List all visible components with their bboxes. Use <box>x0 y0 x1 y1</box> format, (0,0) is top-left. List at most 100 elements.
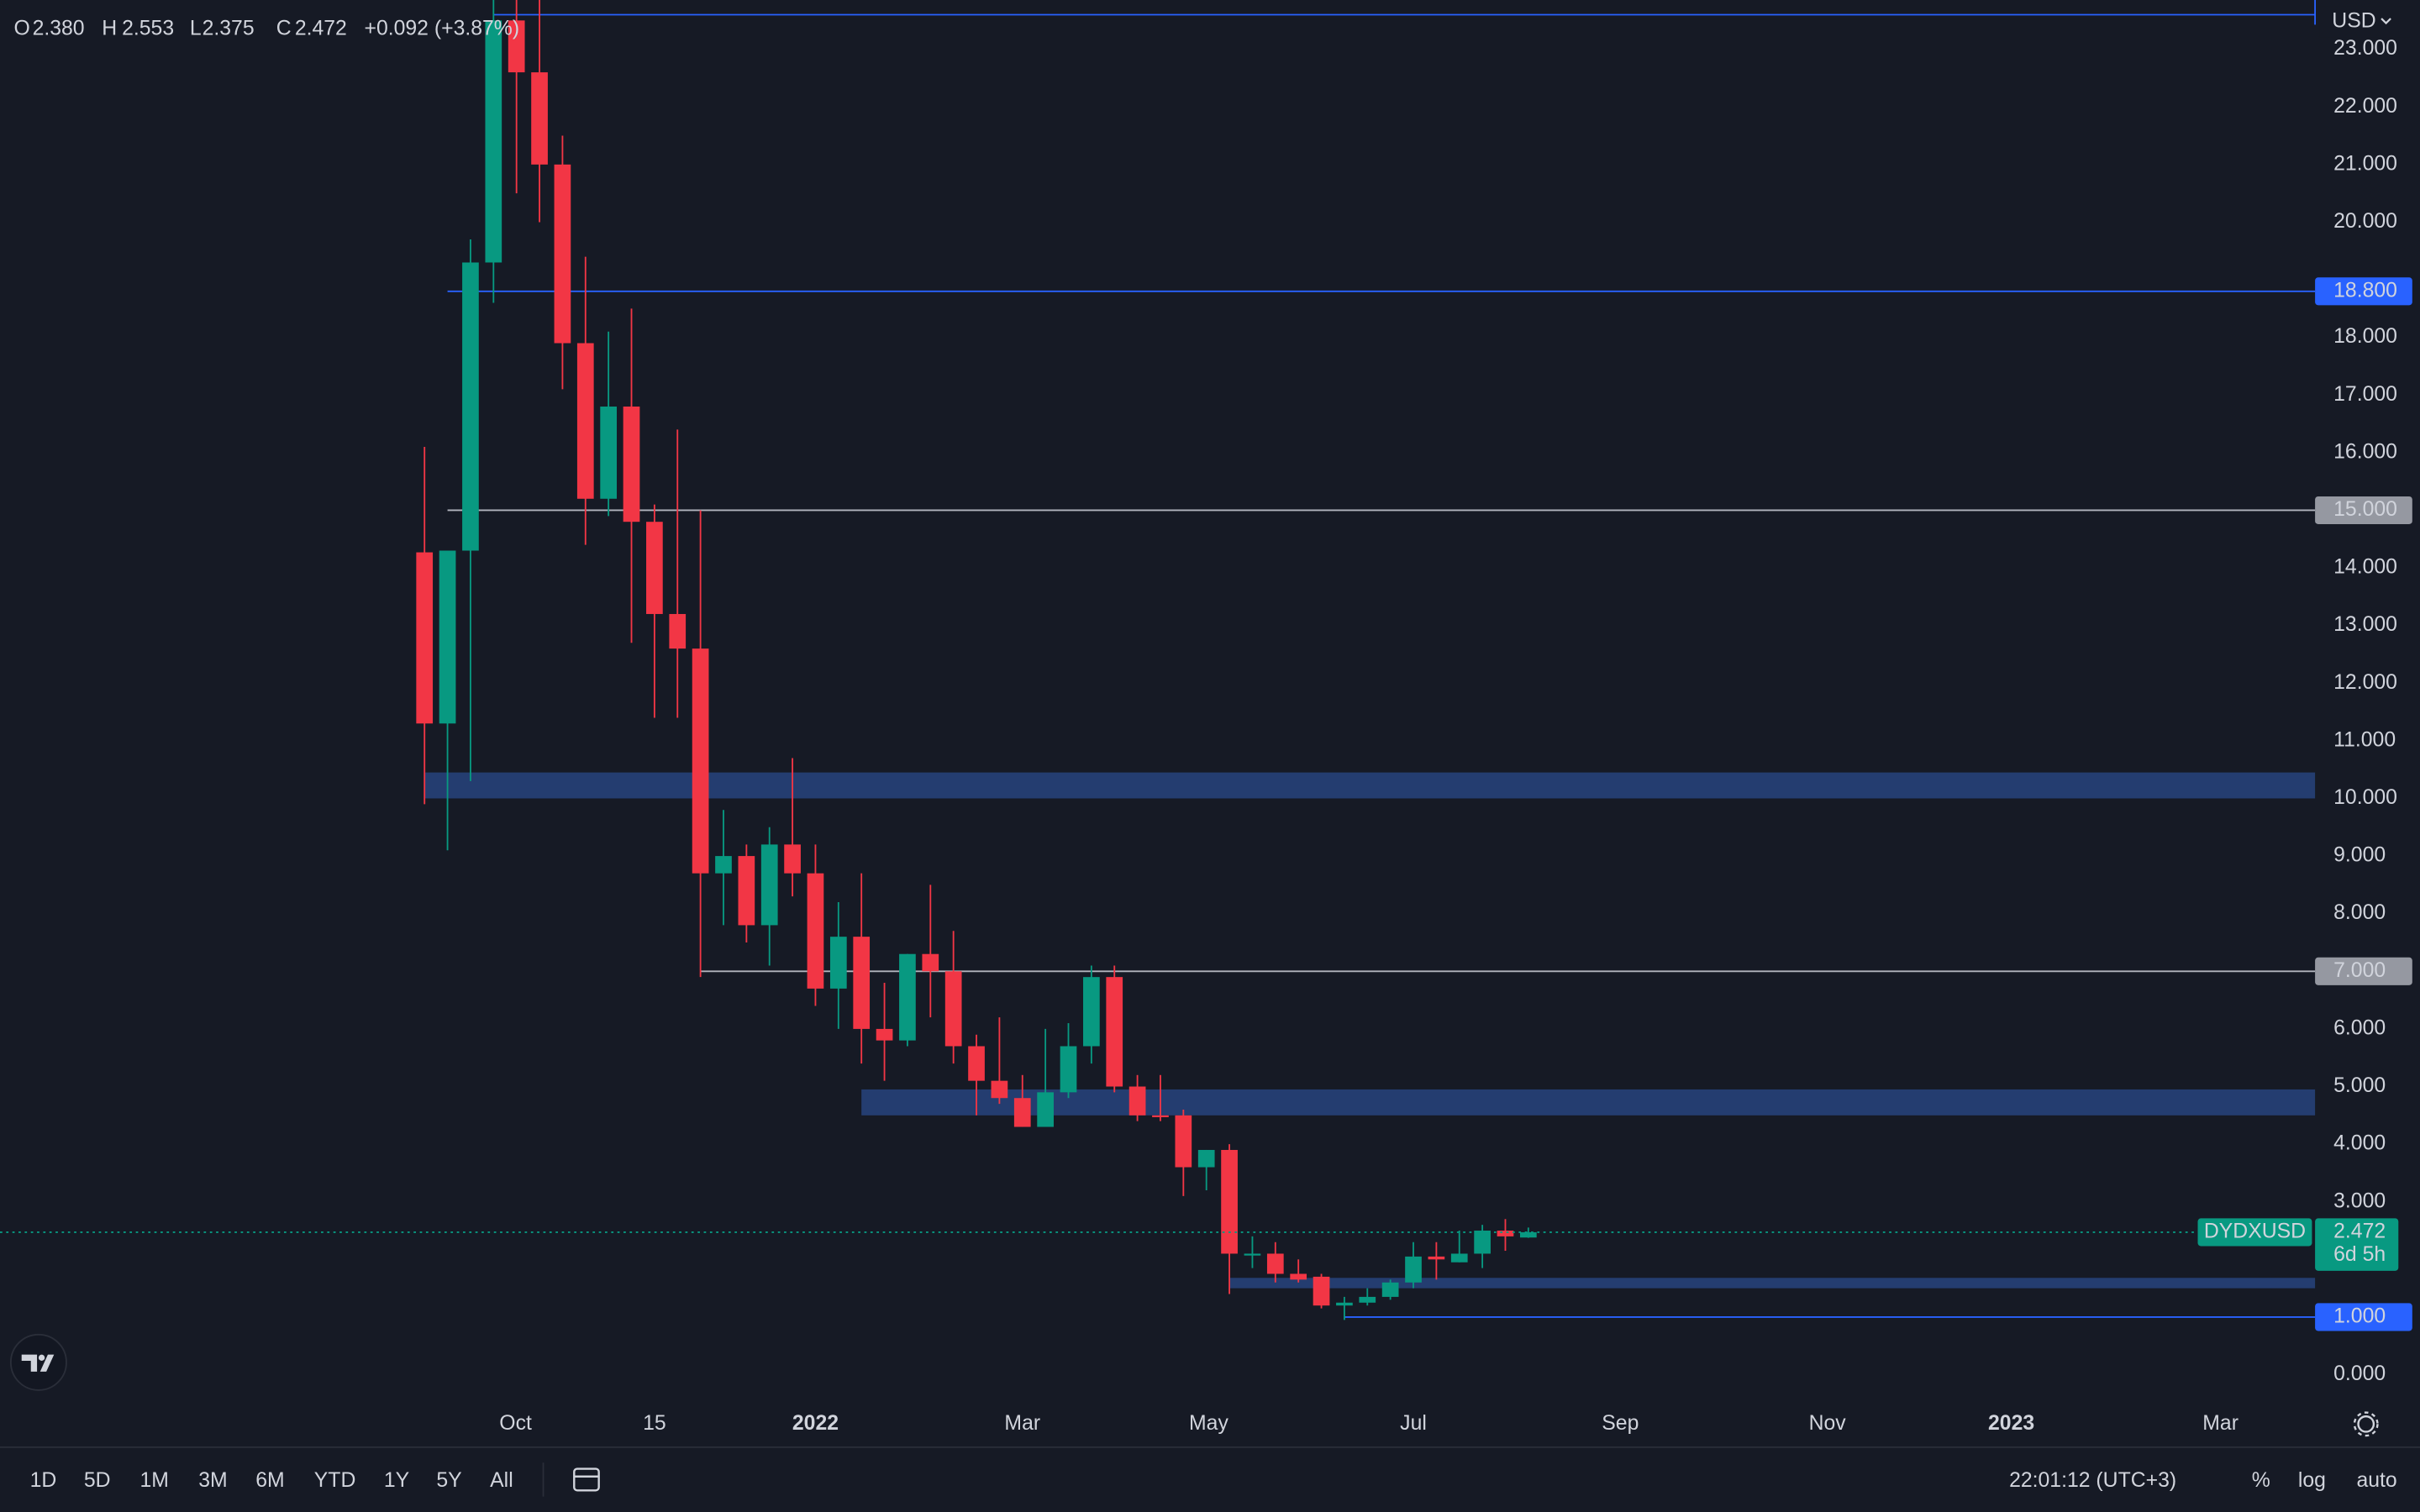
candle-body <box>991 1080 1008 1099</box>
level-label: 18.800 <box>2333 279 2397 302</box>
support-zone <box>424 772 2316 799</box>
candle-body <box>784 844 801 874</box>
y-tick-label: 17.000 <box>2333 383 2397 406</box>
level-tag <box>2315 277 2412 306</box>
candle-body <box>1037 1092 1054 1127</box>
x-tick-label: 2023 <box>1988 1412 2034 1435</box>
tradingview-logo <box>9 1333 67 1391</box>
candle-body <box>1152 1115 1169 1118</box>
ohlc-key: O <box>14 17 30 39</box>
candle-body <box>1313 1276 1330 1306</box>
y-tick-label: 21.000 <box>2333 152 2397 175</box>
x-tick-label: Oct <box>499 1412 532 1435</box>
symbol-tag <box>2197 1218 2312 1247</box>
range-button[interactable]: 5Y <box>436 1469 461 1492</box>
change-value: +0.092 (+3.87%) <box>364 17 519 39</box>
range-button[interactable]: 5D <box>84 1469 111 1492</box>
y-tick-label: 10.000 <box>2333 786 2397 809</box>
support-zone <box>861 1089 2316 1116</box>
y-tick-label: 13.000 <box>2333 613 2397 636</box>
candle-body <box>485 20 502 263</box>
range-button[interactable]: 6M <box>255 1469 284 1492</box>
candle-body <box>1405 1256 1422 1283</box>
range-button[interactable]: 1M <box>139 1469 168 1492</box>
x-tick-label: Mar <box>2202 1412 2238 1435</box>
range-button[interactable]: 1Y <box>384 1469 409 1492</box>
candle-body <box>1381 1282 1399 1297</box>
candle-body <box>1497 1231 1514 1236</box>
candle-body <box>1128 1086 1146 1116</box>
range-button[interactable]: 3M <box>198 1469 227 1492</box>
candle-body <box>944 971 962 1047</box>
date-range-icon[interactable] <box>573 1467 600 1492</box>
price-tag <box>2315 1218 2399 1271</box>
candle-body <box>1060 1046 1077 1093</box>
candle-body <box>715 856 732 874</box>
y-tick-label: 8.000 <box>2333 901 2386 924</box>
last-price-label: 2.472 <box>2333 1220 2386 1242</box>
candle-body <box>853 937 871 1029</box>
level-label: 15.000 <box>2333 498 2397 521</box>
x-tick-label: Mar <box>1004 1412 1040 1435</box>
candle-body <box>760 844 778 926</box>
ohlc-key: H <box>102 17 117 39</box>
range-button[interactable]: YTD <box>314 1469 356 1492</box>
candle-body <box>1244 1253 1261 1256</box>
support-zone <box>1229 1278 2316 1289</box>
candle-body <box>1106 977 1123 1087</box>
range-button[interactable]: All <box>490 1469 513 1492</box>
x-tick-label: Sep <box>1602 1412 1639 1435</box>
currency-label[interactable]: USD <box>2332 9 2375 32</box>
candle-body <box>1175 1115 1192 1168</box>
ohlc-value: 2.380 <box>33 17 85 39</box>
ohlc-key: C <box>276 17 292 39</box>
y-tick-label: 0.000 <box>2333 1362 2386 1385</box>
y-tick-label: 3.000 <box>2333 1189 2386 1212</box>
y-tick-label: 14.000 <box>2333 556 2397 579</box>
candle-body <box>829 937 847 989</box>
candle-body <box>1359 1296 1376 1303</box>
candle-body <box>439 550 456 724</box>
y-tick-label: 11.000 <box>2333 728 2396 751</box>
candle-body <box>416 552 434 724</box>
settings-gear[interactable] <box>2353 1411 2379 1437</box>
candle-body <box>1290 1273 1307 1280</box>
currency-chevron[interactable] <box>2381 18 2391 25</box>
candle-body <box>1450 1253 1468 1263</box>
level-label: 1.000 <box>2333 1305 2386 1327</box>
scale-option[interactable]: % <box>2252 1469 2270 1492</box>
y-tick-label: 18.000 <box>2333 325 2397 348</box>
y-tick-label: 22.000 <box>2333 95 2397 118</box>
scale-option[interactable]: auto <box>2356 1469 2396 1492</box>
y-tick-label: 4.000 <box>2333 1132 2386 1155</box>
candle-body <box>669 613 687 649</box>
x-tick-label: May <box>1189 1412 1228 1435</box>
candle-body <box>576 343 594 499</box>
candle-body <box>807 873 824 989</box>
countdown-label: 6d 5h <box>2333 1243 2386 1266</box>
symbol-label: DYDXUSD <box>2204 1220 2306 1242</box>
candle-body <box>1336 1302 1353 1306</box>
candle-body <box>1474 1231 1491 1254</box>
candle-body <box>899 953 916 1041</box>
candle-body <box>462 262 479 551</box>
candle-body <box>922 953 939 972</box>
y-tick-label: 16.000 <box>2333 440 2397 463</box>
y-tick-label: 23.000 <box>2333 37 2397 60</box>
candle-body <box>1428 1256 1445 1260</box>
y-tick-label: 12.000 <box>2333 671 2397 694</box>
level-tag <box>2315 957 2412 985</box>
candle-body <box>646 522 663 614</box>
range-button[interactable]: 1D <box>30 1469 57 1492</box>
y-tick-label: 9.000 <box>2333 844 2386 867</box>
candle-body <box>1221 1149 1238 1254</box>
candle-body <box>1520 1231 1537 1238</box>
candle-body <box>692 648 709 874</box>
scale-option[interactable]: log <box>2298 1469 2326 1492</box>
ohlc-key: L <box>190 17 202 39</box>
x-tick-label: Jul <box>1400 1412 1427 1435</box>
plot-area <box>0 0 2316 1320</box>
currency-bg <box>2319 6 2412 38</box>
